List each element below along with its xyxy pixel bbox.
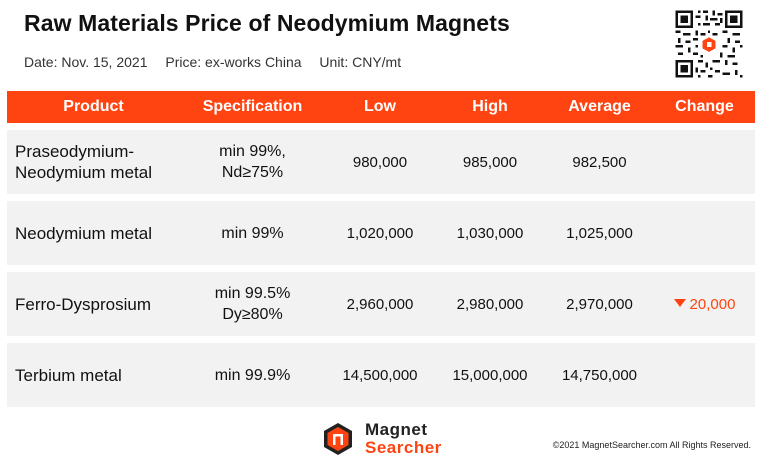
high-cell: 1,030,000 [456,224,524,242]
table-header-row: Product Specification Low High Average C… [7,91,755,123]
product-name-line: Praseodymium- [15,142,135,161]
product-cell: Terbium metal [15,365,122,385]
average-cell: 1,025,000 [566,224,633,242]
table-row: Ferro-Dysprosium min 99.5% Dy≥80% 2,960,… [7,272,755,336]
spec-line: Nd≥75% [221,164,284,181]
product-name-line: Neodymium metal [15,163,152,182]
low-cell: 2,960,000 [346,295,414,313]
change-cell [654,130,755,194]
high-cell: 2,980,000 [456,295,524,313]
header-product: Product [63,98,124,115]
change-cell [654,201,755,265]
average-cell: 14,750,000 [561,366,638,384]
header-high: High [472,98,508,115]
date-label: Date: Nov. 15, 2021 [24,54,148,70]
table-row: Neodymium metal min 99% 1,020,000 1,030,… [7,201,755,265]
spec-cell: min 99%, Nd≥75% [180,130,325,194]
product-cell: Praseodymium- Neodymium metal [7,130,180,194]
meta-line: Date: Nov. 15, 2021 Price: ex-works Chin… [24,54,415,70]
change-cell [654,343,755,407]
magnet-searcher-logo: Magnet Searcher [321,420,461,460]
spec-line: Dy≥80% [222,306,283,323]
table-row: Praseodymium- Neodymium metal min 99%, N… [7,130,755,194]
spec-line: min 99.5% [214,285,291,302]
header-average: Average [568,98,631,115]
header-specification: Specification [202,98,303,115]
header-change: Change [675,98,734,115]
low-cell: 980,000 [352,153,408,171]
price-label: Price: ex-works China [165,54,302,70]
spec-cell: min 99.9% [214,366,291,384]
qr-code-icon [673,8,745,80]
triangle-down-icon [673,298,686,307]
table-row: Terbium metal min 99.9% 14,500,000 15,00… [7,343,755,407]
average-cell: 982,500 [572,153,627,171]
price-table: Product Specification Low High Average C… [7,91,755,407]
average-cell: 2,970,000 [566,295,633,313]
logo-text-line1: Magnet [365,420,428,439]
low-cell: 14,500,000 [342,366,418,384]
low-cell: 1,020,000 [346,224,414,242]
spec-cell: min 99% [221,224,284,242]
product-cell: Ferro-Dysprosium [15,294,152,314]
spec-line: min 99%, [219,143,286,160]
logo-text-line2: Searcher [365,438,442,457]
high-cell: 985,000 [462,153,518,171]
high-cell: 15,000,000 [452,366,528,384]
change-value: 20,000 [689,295,736,313]
copyright-text: ©2021 MagnetSearcher.com All Rights Rese… [552,440,751,450]
header-low: Low [364,98,396,115]
product-cell: Neodymium metal [15,223,152,243]
change-cell: 20,000 [654,272,755,336]
page-title: Raw Materials Price of Neodymium Magnets [24,10,510,36]
spec-cell: min 99.5% Dy≥80% [180,272,325,336]
unit-label: Unit: CNY/mt [319,54,402,70]
magnet-searcher-logo-icon [324,423,352,455]
